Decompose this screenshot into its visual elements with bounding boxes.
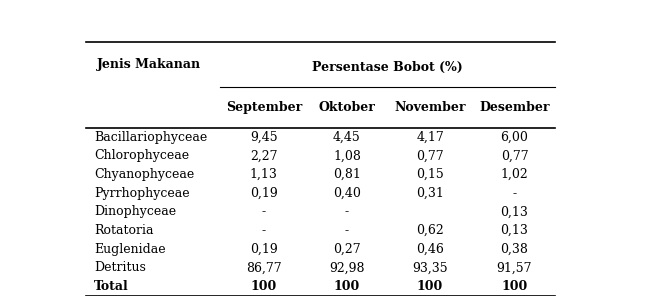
Text: 0,27: 0,27 bbox=[333, 243, 361, 256]
Text: 91,57: 91,57 bbox=[497, 261, 532, 274]
Text: 0,38: 0,38 bbox=[500, 243, 528, 256]
Text: 0,81: 0,81 bbox=[333, 168, 361, 181]
Text: -: - bbox=[262, 224, 266, 237]
Text: 6,00: 6,00 bbox=[500, 131, 528, 144]
Text: 1,02: 1,02 bbox=[500, 168, 528, 181]
Text: 1,13: 1,13 bbox=[250, 168, 278, 181]
Text: Total: Total bbox=[94, 280, 129, 293]
Text: Persentase Bobot (%): Persentase Bobot (%) bbox=[312, 61, 463, 74]
Text: 0,13: 0,13 bbox=[500, 224, 528, 237]
Text: -: - bbox=[512, 187, 517, 200]
Text: Pyrrhophyceae: Pyrrhophyceae bbox=[94, 187, 190, 200]
Text: 100: 100 bbox=[251, 280, 277, 293]
Text: Bacillariophyceae: Bacillariophyceae bbox=[94, 131, 207, 144]
Text: 1,08: 1,08 bbox=[333, 149, 361, 163]
Text: November: November bbox=[395, 101, 466, 114]
Text: 4,45: 4,45 bbox=[333, 131, 361, 144]
Text: 100: 100 bbox=[501, 280, 528, 293]
Text: 9,45: 9,45 bbox=[250, 131, 278, 144]
Text: Desember: Desember bbox=[479, 101, 550, 114]
Text: 0,31: 0,31 bbox=[416, 187, 444, 200]
Text: 86,77: 86,77 bbox=[246, 261, 281, 274]
Text: Dinophyceae: Dinophyceae bbox=[94, 205, 176, 218]
Text: -: - bbox=[345, 205, 349, 218]
Text: 0,15: 0,15 bbox=[416, 168, 444, 181]
Text: Jenis Makanan: Jenis Makanan bbox=[97, 58, 201, 71]
Text: 100: 100 bbox=[334, 280, 360, 293]
Text: Chyanophyceae: Chyanophyceae bbox=[94, 168, 194, 181]
Text: 0,19: 0,19 bbox=[250, 187, 278, 200]
Text: Oktober: Oktober bbox=[318, 101, 376, 114]
Text: 0,46: 0,46 bbox=[416, 243, 444, 256]
Text: Chlorophyceae: Chlorophyceae bbox=[94, 149, 189, 163]
Text: 0,77: 0,77 bbox=[500, 149, 528, 163]
Text: 0,13: 0,13 bbox=[500, 205, 528, 218]
Text: 100: 100 bbox=[417, 280, 443, 293]
Text: 0,62: 0,62 bbox=[416, 224, 444, 237]
Text: 0,77: 0,77 bbox=[416, 149, 444, 163]
Text: Euglenidae: Euglenidae bbox=[94, 243, 166, 256]
Text: 0,40: 0,40 bbox=[333, 187, 361, 200]
Text: 92,98: 92,98 bbox=[330, 261, 365, 274]
Text: Rotatoria: Rotatoria bbox=[94, 224, 154, 237]
Text: 93,35: 93,35 bbox=[412, 261, 448, 274]
Text: September: September bbox=[226, 101, 302, 114]
Text: 2,27: 2,27 bbox=[250, 149, 278, 163]
Text: Detritus: Detritus bbox=[94, 261, 146, 274]
Text: -: - bbox=[262, 205, 266, 218]
Text: 0,19: 0,19 bbox=[250, 243, 278, 256]
Text: -: - bbox=[345, 224, 349, 237]
Text: 4,17: 4,17 bbox=[416, 131, 444, 144]
